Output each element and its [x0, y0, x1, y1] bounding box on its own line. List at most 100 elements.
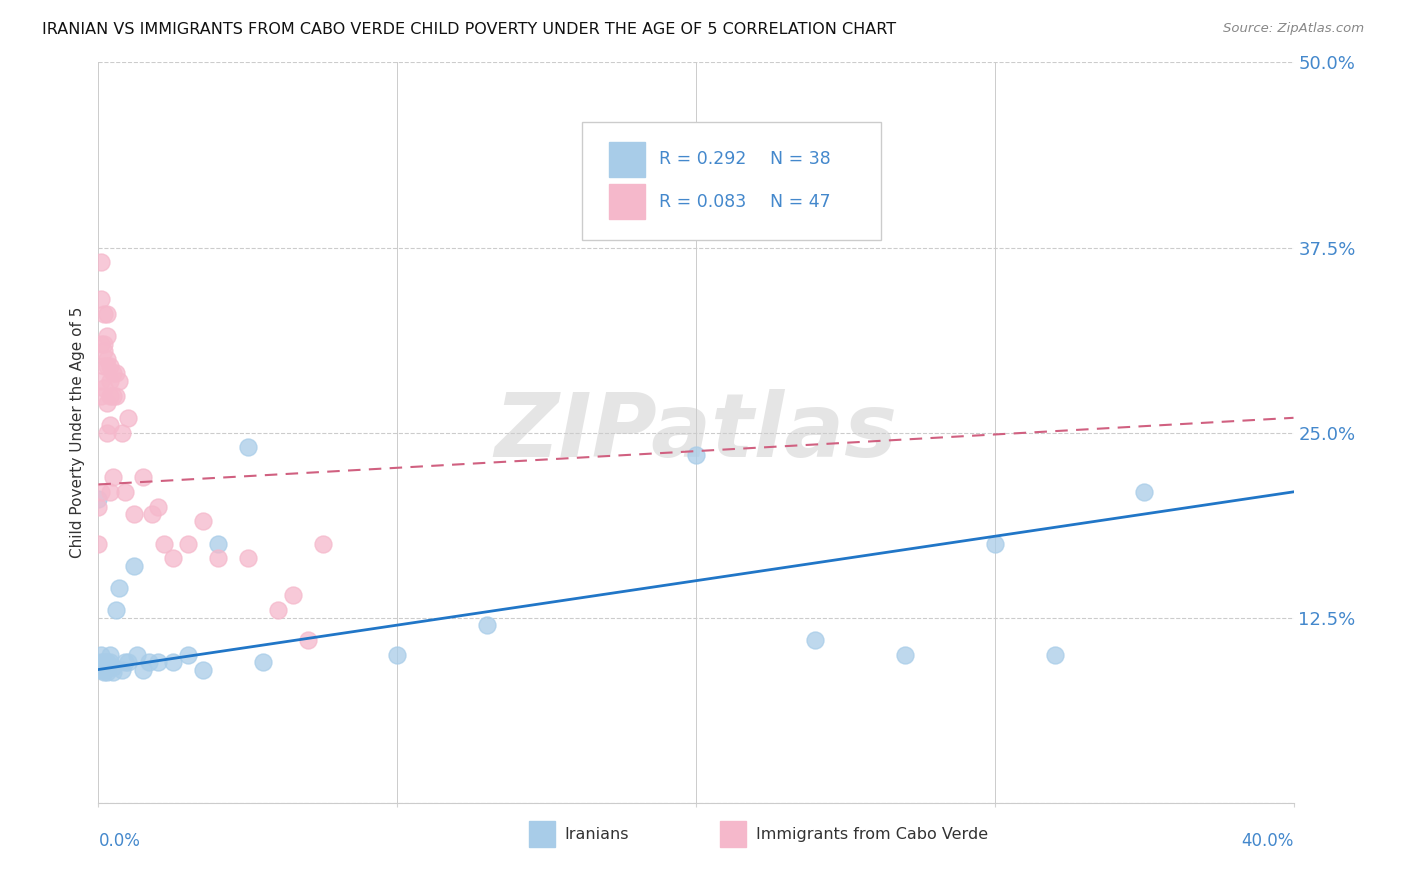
Point	[98, 418, 122, 433]
Point	[267, 603, 290, 617]
Point	[132, 470, 155, 484]
Point	[98, 484, 122, 499]
Point	[93, 307, 115, 321]
Y-axis label: Child Poverty Under the Age of 5: Child Poverty Under the Age of 5	[70, 307, 86, 558]
Point	[177, 648, 200, 662]
Point	[114, 655, 136, 669]
Point	[98, 374, 122, 388]
Point	[191, 515, 214, 529]
Point	[90, 648, 112, 662]
Text: 0.0%: 0.0%	[98, 832, 141, 850]
Point	[98, 648, 122, 662]
Point	[103, 388, 125, 402]
Point	[96, 665, 118, 680]
Text: IRANIAN VS IMMIGRANTS FROM CABO VERDE CHILD POVERTY UNDER THE AGE OF 5 CORRELATI: IRANIAN VS IMMIGRANTS FROM CABO VERDE CH…	[42, 22, 896, 37]
Point	[96, 655, 118, 669]
Point	[90, 388, 112, 402]
Point	[87, 492, 110, 507]
Point	[96, 307, 118, 321]
FancyBboxPatch shape	[582, 121, 882, 240]
Point	[105, 367, 128, 381]
Point	[93, 665, 115, 680]
Point	[90, 255, 112, 269]
Point	[93, 381, 115, 395]
Point	[148, 655, 170, 669]
Text: R = 0.083: R = 0.083	[659, 193, 747, 211]
Point	[90, 663, 112, 677]
Point	[108, 374, 131, 388]
Point	[162, 551, 184, 566]
Point	[111, 663, 134, 677]
Point	[103, 470, 125, 484]
FancyBboxPatch shape	[609, 184, 644, 219]
Point	[103, 665, 125, 680]
Point	[252, 655, 274, 669]
Point	[124, 558, 146, 573]
Point	[191, 663, 214, 677]
Point	[207, 536, 229, 550]
Text: N = 38: N = 38	[770, 151, 831, 169]
Point	[111, 425, 134, 440]
Point	[103, 659, 125, 673]
Point	[90, 655, 112, 669]
Point	[87, 536, 110, 550]
Point	[162, 655, 184, 669]
Point	[894, 648, 917, 662]
Point	[93, 655, 115, 669]
Point	[1133, 484, 1156, 499]
Point	[87, 500, 110, 514]
Point	[207, 551, 229, 566]
Point	[93, 359, 115, 373]
Point	[475, 618, 498, 632]
Point	[132, 663, 155, 677]
Point	[148, 500, 170, 514]
FancyBboxPatch shape	[609, 142, 644, 178]
Point	[685, 448, 707, 462]
Text: N = 47: N = 47	[770, 193, 831, 211]
Point	[141, 507, 163, 521]
Point	[93, 336, 115, 351]
Point	[103, 367, 125, 381]
Point	[804, 632, 827, 647]
Text: Immigrants from Cabo Verde: Immigrants from Cabo Verde	[756, 827, 988, 842]
Point	[90, 484, 112, 499]
Point	[236, 551, 259, 566]
Point	[93, 344, 115, 359]
Point	[98, 655, 122, 669]
Text: 40.0%: 40.0%	[1241, 832, 1294, 850]
FancyBboxPatch shape	[720, 822, 747, 847]
Point	[117, 655, 139, 669]
Point	[984, 536, 1007, 550]
Point	[90, 374, 112, 388]
Point	[117, 410, 139, 425]
Point	[98, 359, 122, 373]
Point	[297, 632, 319, 647]
Point	[124, 507, 146, 521]
Point	[90, 336, 112, 351]
Point	[96, 425, 118, 440]
Point	[98, 388, 122, 402]
Point	[90, 293, 112, 307]
Point	[114, 484, 136, 499]
Point	[96, 659, 118, 673]
Point	[311, 536, 333, 550]
Point	[96, 329, 118, 343]
Point	[177, 536, 200, 550]
Point	[93, 663, 115, 677]
Point	[236, 441, 259, 455]
Text: R = 0.292: R = 0.292	[659, 151, 747, 169]
Point	[96, 359, 118, 373]
Point	[108, 581, 131, 595]
Point	[153, 536, 176, 550]
Point	[1043, 648, 1066, 662]
FancyBboxPatch shape	[529, 822, 555, 847]
Point	[105, 388, 128, 402]
Text: Source: ZipAtlas.com: Source: ZipAtlas.com	[1223, 22, 1364, 36]
Point	[96, 351, 118, 366]
Text: Iranians: Iranians	[565, 827, 628, 842]
Point	[96, 396, 118, 410]
Point	[385, 648, 409, 662]
Point	[138, 655, 160, 669]
Point	[281, 589, 304, 603]
Point	[105, 603, 128, 617]
